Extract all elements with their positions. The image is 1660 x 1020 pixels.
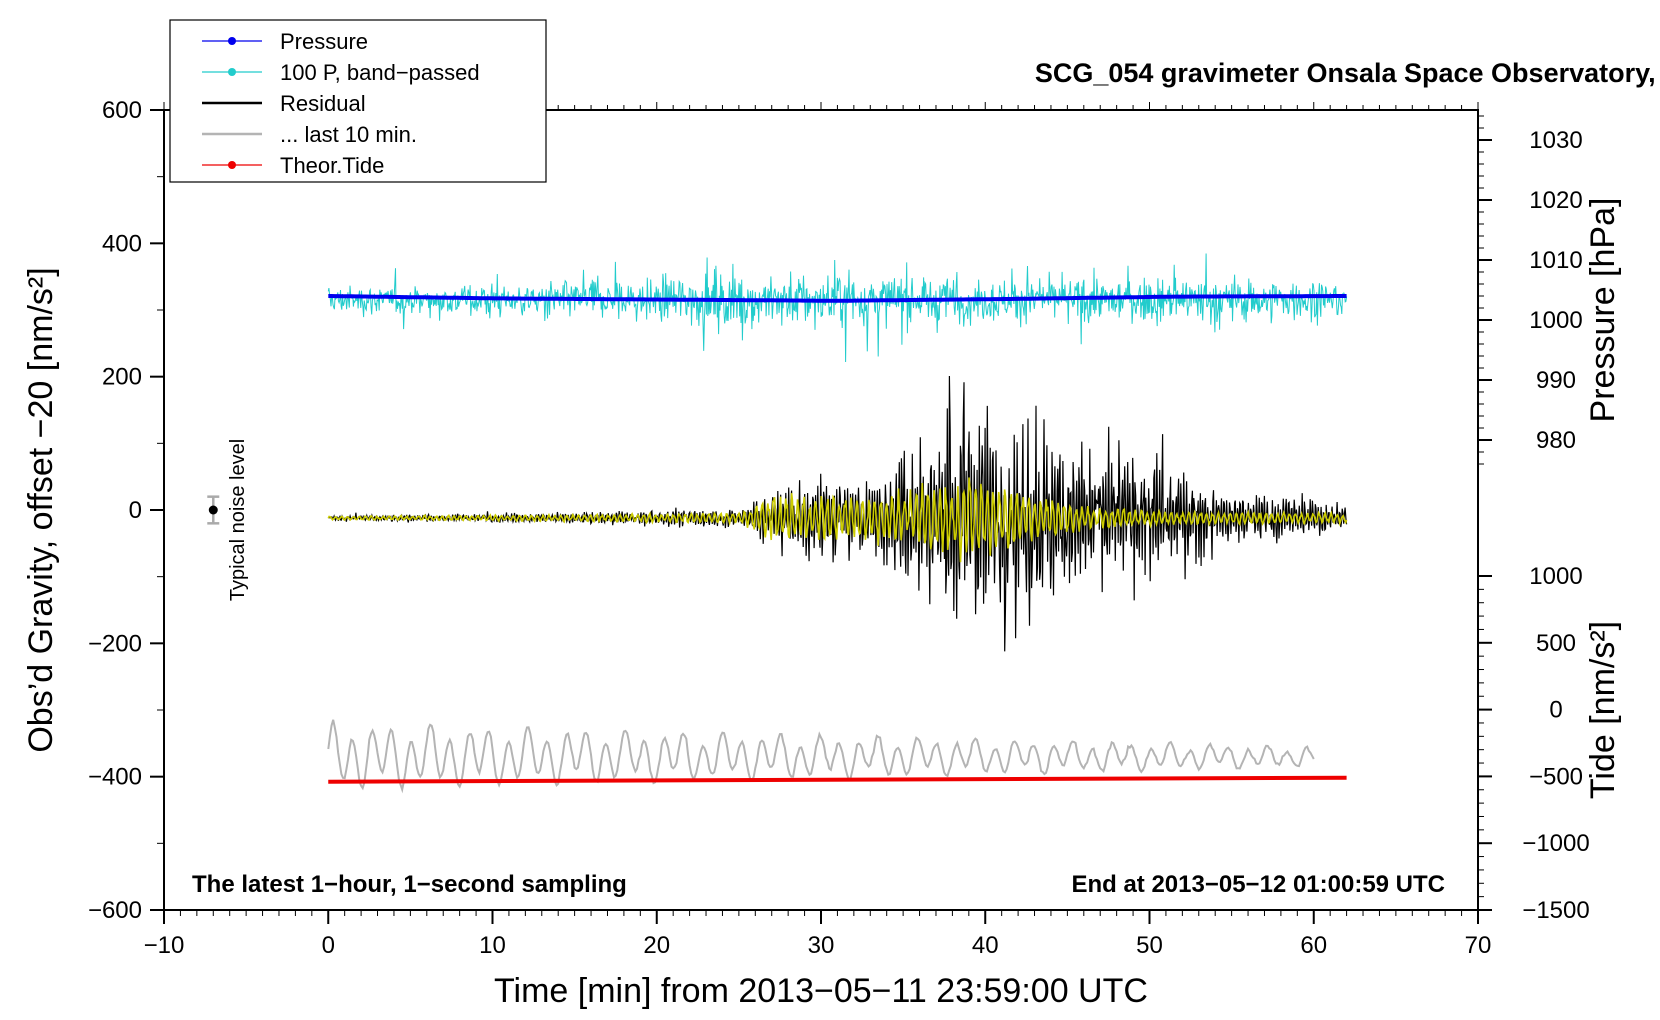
x-tick-label: 0 bbox=[322, 932, 335, 959]
y-axis-title-gravity: Obs’d Gravity, offset −20 [nm/s²] bbox=[22, 267, 60, 752]
series-theoretical-tide bbox=[328, 775, 1347, 784]
x-tick-label: 50 bbox=[1136, 932, 1163, 959]
y-axis-title-pressure: Pressure [hPa] bbox=[1584, 198, 1622, 423]
legend-label: Pressure bbox=[280, 29, 368, 54]
y-tide-tick-label: 0 bbox=[1549, 697, 1562, 724]
x-tick-label: 70 bbox=[1465, 932, 1492, 959]
y-pressure-tick-label: 990 bbox=[1536, 367, 1576, 394]
y-axis-title-tide: Tide [nm/s²] bbox=[1584, 621, 1622, 799]
y-left-tick-label: 0 bbox=[129, 497, 142, 524]
annotation-end-time: End at 2013−05−12 01:00:59 UTC bbox=[1071, 871, 1445, 898]
annotation-sampling: The latest 1−hour, 1−second sampling bbox=[192, 871, 627, 898]
series-yellow-overlay bbox=[327, 477, 1348, 563]
legend-marker bbox=[228, 161, 236, 169]
legend-label: Residual bbox=[280, 91, 366, 116]
legend-marker bbox=[228, 37, 236, 45]
y-left-tick-label: −600 bbox=[88, 897, 142, 924]
legend-marker bbox=[228, 68, 236, 76]
y-left-tick-label: 400 bbox=[102, 230, 142, 257]
series-pressure bbox=[328, 294, 1347, 303]
y-pressure-tick-label: 1020 bbox=[1529, 187, 1582, 214]
noise-errorbar-point bbox=[208, 505, 218, 515]
legend-label: 100 P, band−passed bbox=[280, 60, 480, 85]
legend-box bbox=[169, 19, 547, 183]
noise-level-label: Typical noise level bbox=[227, 439, 249, 601]
y-pressure-tick-label: 1000 bbox=[1529, 307, 1582, 334]
x-tick-label: 20 bbox=[643, 932, 670, 959]
y-tide-tick-label: 1000 bbox=[1529, 563, 1582, 590]
trace-layer bbox=[327, 253, 1348, 794]
y-tide-tick-label: −500 bbox=[1529, 763, 1583, 790]
noise-level-errorbar bbox=[207, 495, 220, 525]
x-tick-label: 60 bbox=[1300, 932, 1327, 959]
x-tick-label: 30 bbox=[808, 932, 835, 959]
legend-label: Theor.Tide bbox=[280, 153, 384, 178]
y-tide-tick-label: −1000 bbox=[1522, 830, 1589, 857]
series-band-passed-pressure bbox=[327, 253, 1348, 363]
y-pressure-tick-label: 980 bbox=[1536, 427, 1576, 454]
y-left-tick-label: 200 bbox=[102, 364, 142, 391]
legend: Pressure 100 P, band−passed Residual ... la… bbox=[169, 19, 547, 183]
x-tick-label: 10 bbox=[479, 932, 506, 959]
series-last-10-min bbox=[327, 719, 1315, 794]
y-pressure-tick-label: 1010 bbox=[1529, 247, 1582, 274]
y-pressure-tick-label: 1030 bbox=[1529, 127, 1582, 154]
y-left-tick-label: −200 bbox=[88, 630, 142, 657]
x-tick-label: 40 bbox=[972, 932, 999, 959]
x-axis-title: Time [min] from 2013−05−11 23:59:00 UTC bbox=[494, 972, 1148, 1010]
y-left-tick-label: −400 bbox=[88, 764, 142, 791]
x-tick-label: −10 bbox=[144, 932, 185, 959]
tick-layer: −10 0 10 20 30 40 50 60 706004002000−200−400−600… bbox=[88, 97, 1590, 959]
y-tide-tick-label: 500 bbox=[1536, 630, 1576, 657]
y-tide-tick-label: −1500 bbox=[1522, 897, 1589, 924]
chart-title: SCG_054 gravimeter Onsala Space Observat… bbox=[1035, 58, 1660, 88]
legend-label: ... last 10 min. bbox=[280, 122, 417, 147]
y-left-tick-label: 600 bbox=[102, 97, 142, 124]
